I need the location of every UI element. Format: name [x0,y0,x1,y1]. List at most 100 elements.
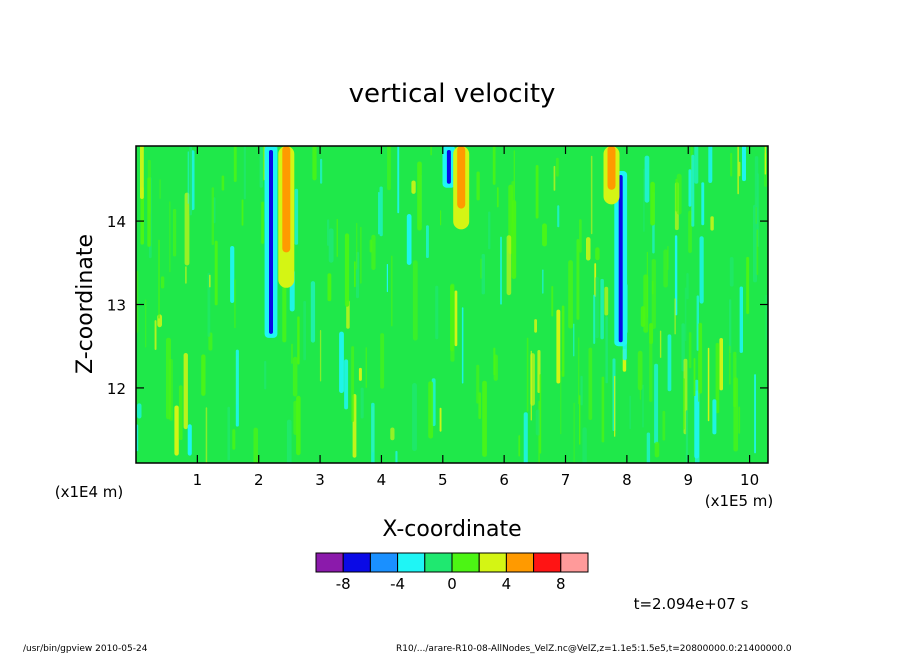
field-texture [573,323,575,357]
field-texture [461,307,464,384]
field-texture [542,223,547,247]
field-texture [140,146,144,199]
field-texture [183,353,188,430]
field-texture [601,376,605,443]
field-texture [493,354,498,381]
field-texture [650,181,655,226]
field-texture [560,370,562,435]
field-texture [738,406,741,434]
field-texture [351,346,355,422]
field-texture [576,239,580,320]
field-texture [214,240,218,306]
field-texture [590,155,593,235]
field-texture [593,294,596,344]
colorbar-swatch [424,552,453,573]
field-texture [582,427,587,463]
field-texture [310,281,316,343]
field-texture [676,173,682,215]
colorbar-label: 4 [502,575,512,593]
field-texture [654,363,659,444]
field-texture [412,383,417,452]
field-texture [568,260,573,329]
field-texture [450,284,454,352]
x-tick-label: 3 [315,471,325,489]
field-texture [605,316,608,384]
field-texture [693,358,696,397]
field-texture [737,146,739,195]
field-texture [688,169,692,207]
field-texture [694,379,700,459]
field-texture [764,146,767,175]
x-tick-label: 8 [622,471,632,489]
field-texture [435,285,439,340]
field-texture [380,333,385,389]
field-texture [339,331,344,394]
field-texture [643,168,645,232]
downdraft-core [269,150,273,334]
field-texture [683,378,685,430]
field-texture [685,410,689,463]
field-texture [211,187,214,246]
y-axis: 12 13 14 [107,213,768,398]
field-texture [371,402,375,463]
field-texture [686,273,689,300]
field-texture [201,354,206,396]
field-texture [354,261,356,288]
field-texture [386,264,388,293]
colorbar-swatch [342,552,371,573]
field-texture [646,251,648,318]
field-texture [715,342,720,414]
field-texture [719,338,723,391]
x-tick-label: 10 [740,471,759,489]
field-texture [209,274,211,288]
colorbar-swatch [505,552,535,573]
field-texture [291,343,293,364]
field-texture [303,300,306,361]
x-axis-label: X-coordinate [382,517,521,542]
field-texture [189,146,192,216]
field-texture [328,228,334,263]
field-texture [173,208,177,257]
chart-title: vertical velocity [349,79,556,109]
field-texture [397,146,400,214]
field-texture [730,152,733,177]
field-texture [699,236,704,304]
x-tick-label: 2 [254,471,264,489]
y-axis-label: Z-coordinate [73,234,98,374]
field-texture [440,210,442,226]
field-texture [707,347,710,422]
field-texture [234,279,236,329]
field-texture [644,155,650,203]
field-texture [698,353,700,402]
field-texture [344,233,350,307]
colorbar-label: -4 [390,575,405,593]
downdraft-core [618,175,623,343]
field-texture [140,186,144,245]
field-texture [511,181,515,223]
field-texture [535,409,541,436]
field-texture [701,182,705,226]
field-texture [282,269,287,343]
field-texture [185,266,187,284]
field-texture [629,395,631,430]
x-tick-label: 7 [561,471,571,489]
field-texture [430,146,432,156]
field-texture [710,216,714,231]
colorbar-label: 8 [556,575,566,593]
field-texture [614,375,616,437]
y-tick-label: 12 [107,380,126,398]
field-texture [753,204,757,283]
field-texture [344,359,349,410]
field-texture [297,316,300,365]
field-texture [145,299,147,348]
field-texture [169,201,171,273]
field-texture [579,395,581,445]
field-texture [708,146,713,183]
field-texture [154,320,157,350]
field-texture [738,161,741,177]
colorbar-swatch [315,552,344,573]
field-texture [756,229,759,275]
updraft-core [282,146,291,253]
field-texture [595,276,599,338]
